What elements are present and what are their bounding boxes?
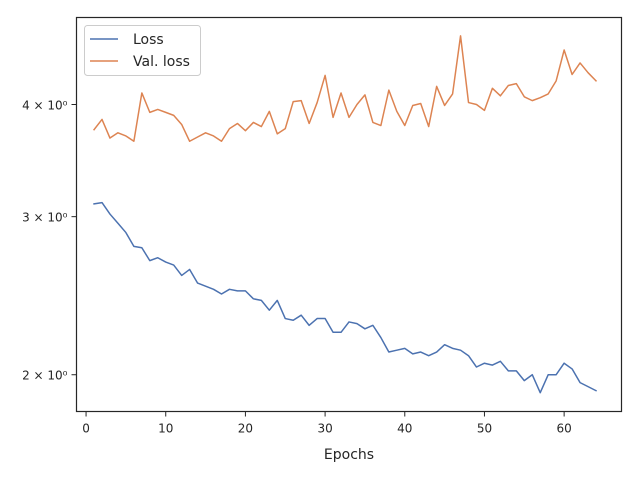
series-lines [92,35,598,394]
x-tick-label: 50 [477,422,492,436]
x-tick-label: 40 [397,422,412,436]
y-tick-label: 3 × 10⁰ [22,211,68,225]
x-tick-label: 30 [317,422,332,436]
x-tick-label: 10 [158,422,173,436]
x-axis-label: Epochs [324,447,374,463]
y-tick-label: 4 × 10⁰ [22,98,68,112]
plot-frame [75,16,623,413]
series-line-loss [93,201,598,394]
x-tick-label: 0 [82,422,90,436]
x-tick-label: 60 [556,422,571,436]
y-axis: 2 × 10⁰ 3 × 10⁰ 4 × 10⁰ [22,98,77,383]
legend: Loss Val. loss [84,25,201,76]
x-axis: 0 10 20 30 40 50 60 [82,411,572,436]
series-line-val-loss [92,35,598,143]
y-tick-label: 2 × 10⁰ [22,369,68,383]
legend-box [84,25,201,76]
x-tick-label: 20 [238,422,253,436]
legend-label: Val. loss [133,54,190,70]
legend-label: Loss [133,32,164,48]
